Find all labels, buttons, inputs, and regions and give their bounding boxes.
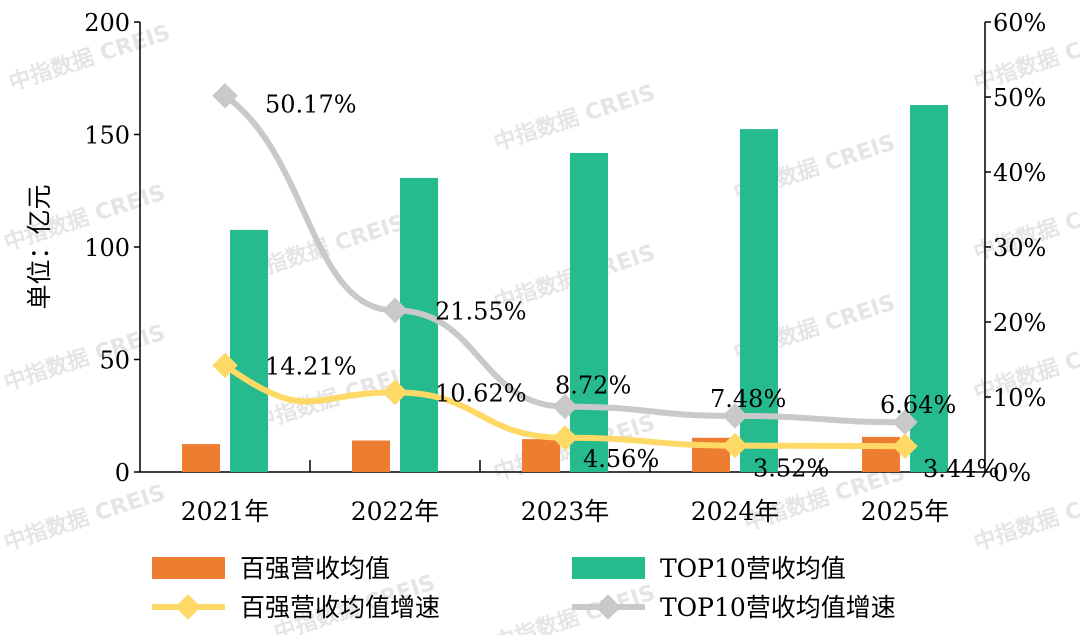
x-tick-label: 2025年 <box>861 497 950 526</box>
x-tick-label: 2021年 <box>181 497 270 526</box>
line-marker <box>382 379 408 406</box>
data-label: 6.64% <box>880 391 956 419</box>
legend-label: 百强营收均值增速 <box>240 593 440 622</box>
legend-swatch <box>572 557 645 579</box>
line-marker <box>552 425 578 451</box>
x-tick-label: 2022年 <box>351 497 440 526</box>
legend-label: TOP10营收均值增速 <box>660 593 896 622</box>
data-label: 8.72% <box>555 372 631 400</box>
data-label: 3.44% <box>923 455 999 483</box>
legend-label: 百强营收均值 <box>240 554 390 583</box>
bar-top10 <box>230 229 268 472</box>
bar-top100 <box>862 436 900 472</box>
data-label: 50.17% <box>265 91 357 119</box>
bar-top10 <box>400 177 438 473</box>
data-label: 21.55% <box>435 297 527 325</box>
data-label: 3.52% <box>753 455 829 483</box>
legend-label: TOP10营收均值 <box>660 554 846 583</box>
y2-tick-label: 0% <box>993 459 1031 487</box>
data-label: 7.48% <box>710 385 786 413</box>
y2-tick-label: 10% <box>993 384 1046 412</box>
line-marker <box>892 433 918 459</box>
y2-tick-label: 60% <box>993 9 1046 37</box>
y-tick-label: 150 <box>84 122 130 150</box>
line-marker <box>722 432 748 459</box>
y-tick-label: 100 <box>84 234 130 262</box>
line-marker <box>722 403 748 429</box>
line-marker <box>212 352 238 379</box>
data-label: 14.21% <box>265 352 357 380</box>
y2-tick-label: 40% <box>993 159 1046 187</box>
bar-top100 <box>182 444 220 472</box>
y-tick-label: 200 <box>84 9 130 37</box>
line-TOP10营收均值增速 <box>223 93 906 426</box>
y2-tick-label: 50% <box>993 84 1046 112</box>
y-tick-label: 50 <box>99 347 130 375</box>
x-tick-label: 2023年 <box>521 497 610 526</box>
legend-marker <box>175 594 201 620</box>
data-label: 4.56% <box>583 445 659 473</box>
line-marker <box>382 297 408 324</box>
bar-top10 <box>910 105 948 473</box>
y2-tick-label: 20% <box>993 309 1046 337</box>
bar-top10 <box>570 152 608 472</box>
y-tick-label: 0 <box>115 459 130 487</box>
y-axis-label: 单位：亿元 <box>25 184 54 309</box>
data-label: 10.62% <box>435 379 527 407</box>
line-marker <box>552 393 578 420</box>
bar-top100 <box>352 440 390 472</box>
bar-top100 <box>522 439 560 472</box>
legend-swatch <box>152 557 225 579</box>
line-marker <box>892 409 918 435</box>
bar-top10 <box>740 129 778 472</box>
legend-marker <box>595 594 621 620</box>
y2-tick-label: 30% <box>993 234 1046 262</box>
x-tick-label: 2024年 <box>691 497 780 526</box>
